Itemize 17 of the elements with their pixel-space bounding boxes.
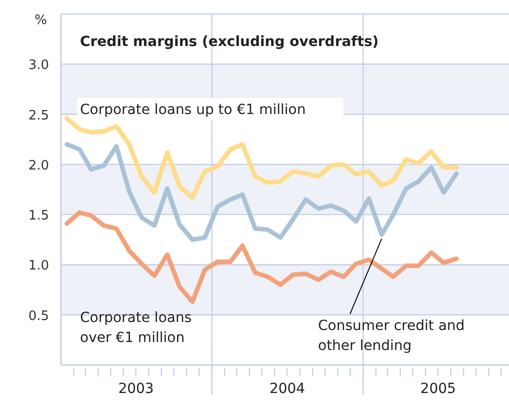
text: Consumer credit and other lending <box>318 318 465 354</box>
line-series <box>64 210 459 304</box>
text: Credit margins (excluding overdrafts) <box>80 34 379 50</box>
y-tick-label: 2.0 <box>28 158 49 174</box>
y-tick-label: 0.5 <box>28 308 49 324</box>
x-tick-label: 2005 <box>420 381 456 397</box>
line-series <box>64 116 459 200</box>
y-tick-label: 3.0 <box>28 58 49 74</box>
x-tick-label: 2003 <box>118 381 154 397</box>
y-tick-label: 1.5 <box>28 208 49 224</box>
y-axis-title: % <box>34 13 47 28</box>
x-tick-label: 2004 <box>269 381 306 397</box>
series-label: Corporate loans over €1 million <box>80 310 192 346</box>
y-tick-label: 2.5 <box>28 108 49 124</box>
y-tick-label: 1.0 <box>28 258 49 274</box>
series-label: Corporate loans up to €1 million <box>80 102 306 118</box>
line-series <box>64 142 459 242</box>
